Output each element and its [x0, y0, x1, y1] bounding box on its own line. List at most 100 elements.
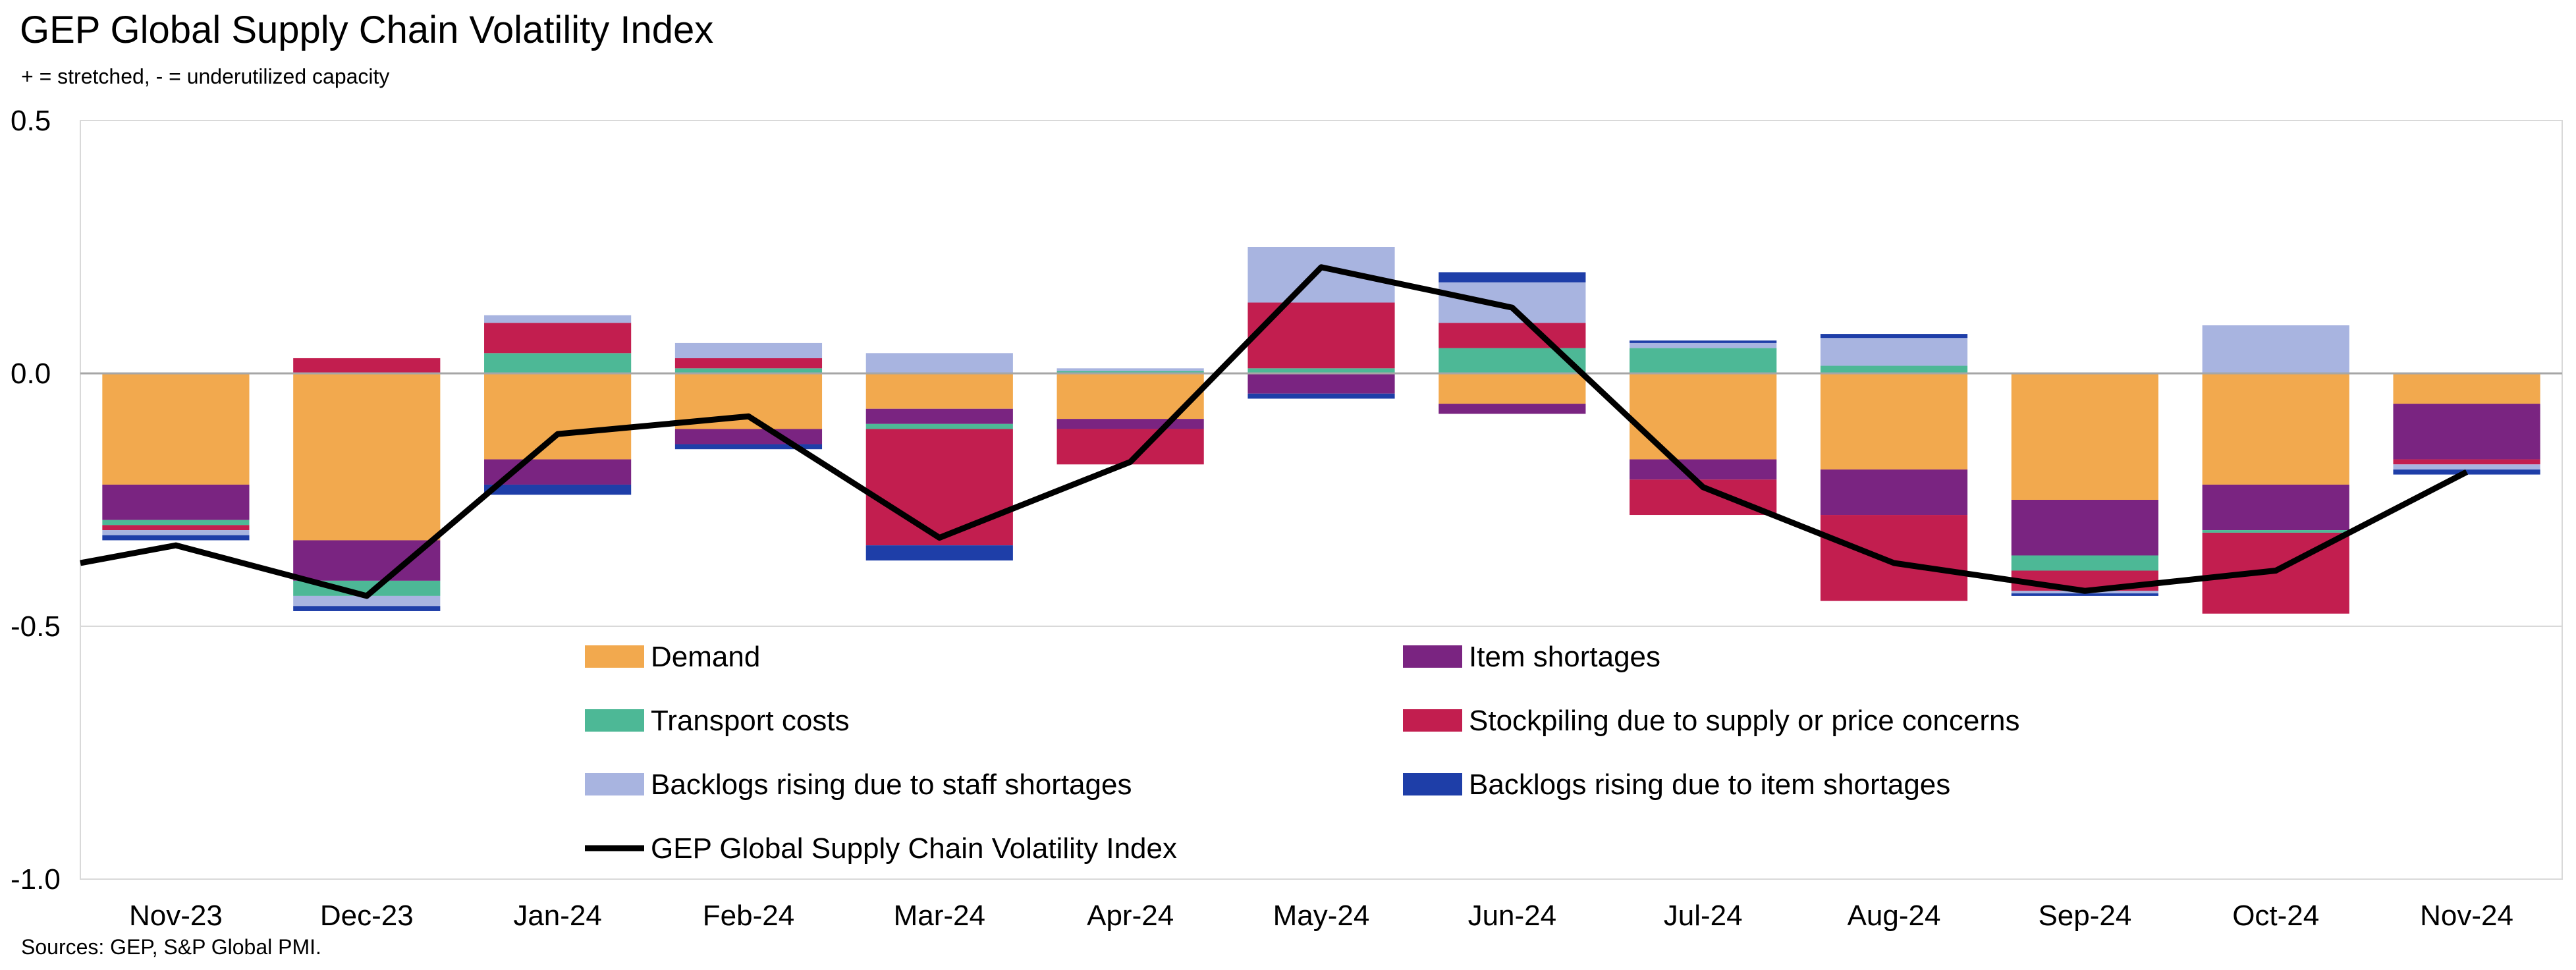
y-tick-label: -1.0: [11, 863, 61, 896]
x-tick-label: Jul-24: [1664, 900, 1743, 932]
legend-label: Stockpiling due to supply or price conce…: [1469, 705, 2019, 737]
bar-segment: [865, 373, 1013, 409]
legend-label: Demand: [651, 641, 760, 673]
bar-segment: [1820, 515, 1968, 601]
bar-segment: [1820, 469, 1968, 516]
bar-segment: [1247, 302, 1395, 369]
legend-label: Transport costs: [651, 705, 850, 737]
bar-segment: [484, 315, 632, 323]
legend-label: Item shortages: [1469, 641, 1660, 673]
bar-segment: [1630, 373, 1777, 460]
bar-segment: [2393, 464, 2540, 470]
bar-segment: [1439, 272, 1586, 283]
bar-segment: [1630, 348, 1777, 373]
bar-segment: [674, 429, 823, 445]
bar-segment: [1630, 340, 1777, 343]
legend-swatch: [1403, 645, 1462, 668]
bar-segment: [1056, 419, 1204, 429]
bar-segment: [293, 540, 441, 581]
bar-segment: [293, 373, 441, 541]
bar-segment: [102, 530, 250, 535]
legend-label: Backlogs rising due to item shortages: [1469, 768, 1950, 801]
x-tick-label: Apr-24: [1087, 900, 1174, 932]
bar-segment: [1439, 323, 1586, 348]
bar-segment: [102, 525, 250, 531]
y-tick-label: 0.5: [11, 105, 51, 137]
plot-frame: [80, 120, 2563, 880]
bar-segment: [484, 484, 632, 495]
x-tick-label: Jun-24: [1468, 900, 1557, 932]
bar-segment: [865, 545, 1013, 561]
bar-segment: [865, 353, 1013, 373]
bar-segment: [2011, 555, 2158, 571]
bar-segment: [293, 606, 441, 611]
x-tick-label: Dec-23: [320, 900, 414, 932]
bar-segment: [1820, 365, 1968, 373]
x-tick-label: Nov-24: [2420, 900, 2513, 932]
x-tick-label: Sep-24: [2038, 900, 2131, 932]
legend-label: Backlogs rising due to staff shortages: [651, 768, 1132, 801]
bar-segment: [293, 595, 441, 606]
y-tick-label: 0.0: [11, 358, 51, 390]
bar-segment: [674, 358, 823, 369]
x-tick-label: Jan-24: [513, 900, 602, 932]
bar-segment: [484, 353, 632, 373]
bar-segment: [2202, 484, 2349, 531]
bar-segment: [1439, 404, 1586, 414]
bar-segment: [2011, 593, 2158, 596]
bar-segment: [102, 484, 250, 520]
bar-segment: [674, 368, 823, 373]
bar-segment: [1630, 342, 1777, 348]
bar-segment: [674, 444, 823, 450]
bar-segment: [102, 520, 250, 525]
bar-segment: [2202, 530, 2349, 533]
bar-segment: [1247, 247, 1395, 303]
chart-title: GEP Global Supply Chain Volatility Index: [20, 9, 714, 51]
bar-segment: [1820, 334, 1968, 338]
bar-segment: [2011, 373, 2158, 500]
bar-segment: [1439, 348, 1586, 373]
legend-swatch: [585, 773, 644, 795]
x-tick-label: Mar-24: [894, 900, 985, 932]
bar-segment: [1439, 282, 1586, 323]
bar-segment: [1056, 371, 1204, 373]
legend-swatch: [1403, 773, 1462, 795]
bar-segment: [1056, 368, 1204, 371]
bar-segment: [293, 358, 441, 373]
bar-segment: [674, 342, 823, 358]
y-tick-label: -0.5: [11, 610, 61, 643]
legend-swatch: [1403, 709, 1462, 732]
x-tick-label: Feb-24: [703, 900, 794, 932]
chart-subtitle: + = stretched, - = underutilized capacit…: [21, 65, 390, 88]
bar-segment: [2202, 325, 2349, 373]
bar-segment: [865, 408, 1013, 424]
bar-segment: [102, 373, 250, 485]
bar-segment: [865, 423, 1013, 429]
bar-segment: [1247, 373, 1395, 394]
x-tick-label: May-24: [1273, 900, 1370, 932]
x-tick-label: Nov-23: [129, 900, 223, 932]
legend-swatch: [585, 709, 644, 732]
chart-source: Sources: GEP, S&P Global PMI.: [21, 935, 321, 959]
bar-segment: [2393, 373, 2540, 404]
bar-segment: [1247, 368, 1395, 373]
bar-segment: [865, 429, 1013, 546]
x-tick-label: Oct-24: [2232, 900, 2319, 932]
bar-segment: [2393, 404, 2540, 460]
bar-segment: [1820, 373, 1968, 470]
index-line: [80, 264, 2469, 599]
bar-segment: [484, 323, 632, 354]
bar-segment: [484, 373, 632, 460]
bar-segment: [2202, 373, 2349, 485]
bar-segment: [1630, 459, 1777, 480]
bar-segment: [2393, 459, 2540, 465]
bar-segment: [1247, 393, 1395, 399]
x-tick-label: Aug-24: [1848, 900, 1941, 932]
bar-segment: [1820, 338, 1968, 366]
bar-segment: [2011, 500, 2158, 556]
bar-segment: [102, 535, 250, 541]
legend-label: GEP Global Supply Chain Volatility Index: [651, 832, 1177, 865]
bar-segment: [1439, 373, 1586, 404]
legend-swatch: [585, 645, 644, 668]
